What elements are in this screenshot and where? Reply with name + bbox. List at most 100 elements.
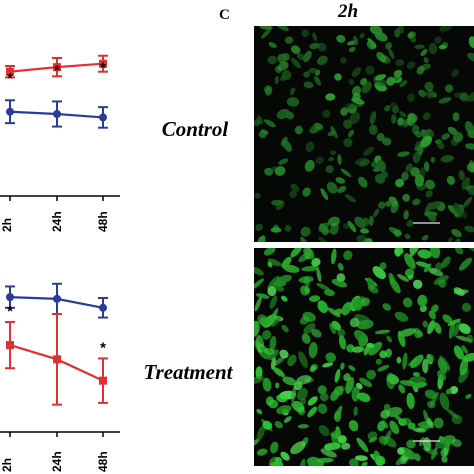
cell — [358, 334, 369, 347]
cell — [264, 167, 274, 176]
cell — [436, 141, 445, 150]
cell — [404, 233, 411, 240]
panel-letter: C — [219, 7, 230, 23]
cell — [414, 174, 425, 187]
cell — [440, 447, 449, 457]
cell — [351, 66, 362, 78]
cell — [320, 448, 337, 458]
cell — [314, 76, 321, 86]
cell — [383, 430, 392, 446]
cell — [290, 248, 303, 258]
cell — [438, 44, 447, 50]
cell — [291, 385, 297, 403]
cell — [442, 314, 453, 324]
cell — [334, 386, 344, 396]
cell — [341, 442, 351, 450]
cell — [284, 36, 294, 44]
cell — [401, 171, 409, 181]
cell — [461, 345, 468, 354]
cell — [406, 219, 414, 227]
cell — [427, 417, 434, 429]
cell — [420, 135, 433, 148]
x-tick-label: 2h — [0, 218, 14, 232]
cell — [267, 55, 277, 65]
cell — [277, 61, 289, 71]
cell — [317, 300, 328, 313]
cell — [406, 93, 416, 102]
cell — [428, 310, 436, 320]
cell — [360, 297, 370, 307]
cell — [270, 461, 284, 466]
chart-control-trend: * * * — [0, 54, 120, 201]
cell — [334, 73, 342, 81]
cell — [308, 67, 318, 74]
cell — [422, 358, 429, 374]
cell — [453, 321, 461, 337]
cell — [255, 293, 270, 299]
data-point — [53, 110, 61, 118]
cell — [351, 346, 365, 353]
cell — [422, 234, 429, 241]
cell — [336, 34, 346, 43]
cell — [375, 455, 386, 466]
cell — [386, 372, 396, 390]
micrograph-control — [254, 26, 474, 242]
cell — [468, 187, 474, 196]
cell — [254, 278, 265, 290]
data-point — [6, 107, 14, 116]
cell — [451, 438, 462, 448]
cell — [466, 334, 474, 344]
cell — [335, 177, 346, 184]
cell — [458, 257, 473, 271]
cell — [349, 317, 360, 328]
cell — [262, 377, 272, 392]
cell — [360, 77, 368, 86]
cell — [337, 185, 347, 194]
cell — [270, 441, 279, 454]
cell — [402, 297, 413, 308]
cell — [343, 138, 353, 148]
cell — [305, 141, 315, 152]
cell — [349, 111, 360, 125]
cell — [395, 178, 405, 188]
cell — [434, 36, 442, 44]
cell — [397, 274, 409, 282]
cell — [269, 295, 278, 309]
micrograph-treatment — [254, 248, 474, 466]
significance-marker: * — [7, 303, 13, 320]
cell — [451, 68, 459, 78]
cell — [327, 131, 335, 137]
x-tick-label: 2h — [0, 458, 14, 472]
cell — [379, 262, 387, 270]
cell — [466, 162, 474, 173]
cell — [366, 369, 376, 380]
cell — [348, 420, 359, 432]
cell — [329, 323, 336, 334]
cell — [441, 256, 451, 269]
cell — [302, 187, 311, 197]
cell — [308, 341, 318, 359]
data-point — [6, 293, 14, 302]
cell — [390, 201, 399, 214]
cell — [256, 235, 266, 242]
cell — [326, 181, 338, 194]
cell — [317, 403, 328, 414]
cell — [343, 223, 350, 230]
cell — [330, 432, 339, 440]
cell — [411, 382, 428, 389]
cell — [428, 267, 444, 277]
cell — [427, 354, 435, 363]
cell — [357, 392, 371, 403]
cell — [368, 341, 383, 356]
cell — [412, 124, 420, 135]
cell — [317, 385, 327, 395]
cell — [404, 253, 416, 270]
cell — [289, 190, 297, 199]
cell — [391, 106, 400, 114]
cell — [367, 285, 379, 294]
cell — [337, 328, 346, 337]
cell — [452, 112, 460, 122]
cell — [365, 65, 375, 75]
cell — [267, 258, 282, 267]
cell — [380, 409, 390, 419]
